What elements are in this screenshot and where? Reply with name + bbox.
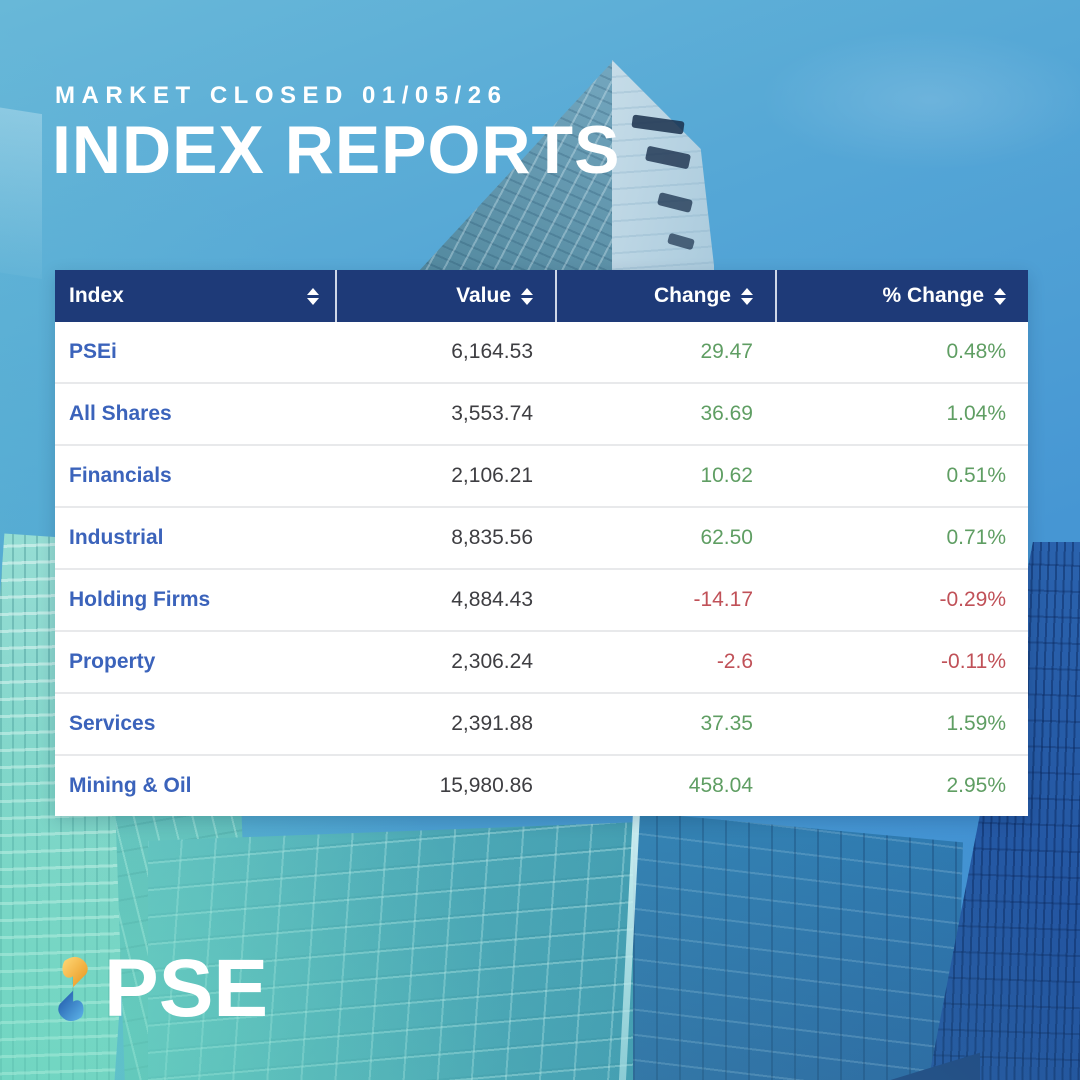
- table-row-psei: PSEi 6,164.53 29.47 0.48%: [55, 322, 1028, 382]
- index-pct-change: 0.48%: [946, 340, 1006, 363]
- index-name: Financials: [69, 464, 172, 487]
- sort-icon[interactable]: [741, 287, 753, 305]
- cloud: [760, 30, 1080, 170]
- index-change: -2.6: [716, 650, 753, 673]
- index-pct-change: -0.29%: [939, 588, 1006, 611]
- column-header-value-label: Value: [456, 284, 511, 307]
- table-row-mining-oil: Mining & Oil 15,980.86 458.04 2.95%: [55, 754, 1028, 816]
- index-value: 3,553.74: [451, 402, 533, 425]
- index-pct-change: 1.04%: [946, 402, 1006, 425]
- index-change: -14.17: [693, 588, 753, 611]
- index-change: 62.50: [700, 526, 753, 549]
- index-pct-change: 1.59%: [946, 712, 1006, 735]
- sort-icon[interactable]: [994, 287, 1006, 305]
- table-row-financials: Financials 2,106.21 10.62 0.51%: [55, 444, 1028, 506]
- index-name: Industrial: [69, 526, 164, 549]
- index-name: All Shares: [69, 402, 172, 425]
- glass-tower-right-face: [633, 811, 963, 1080]
- column-header-pct-change-label: % Change: [882, 284, 984, 307]
- index-value: 6,164.53: [451, 340, 533, 363]
- pse-logo-icon: [58, 956, 88, 1022]
- column-header-index[interactable]: Index: [55, 270, 335, 322]
- index-name: Services: [69, 712, 156, 735]
- table-row-industrial: Industrial 8,835.56 62.50 0.71%: [55, 506, 1028, 568]
- page-title: INDEX REPORTS: [52, 112, 621, 188]
- index-pct-change: 0.51%: [946, 464, 1006, 487]
- index-value: 15,980.86: [439, 774, 533, 797]
- column-header-index-label: Index: [69, 284, 124, 307]
- index-name: Holding Firms: [69, 588, 211, 611]
- index-change: 458.04: [688, 774, 753, 797]
- market-status-label: MARKET CLOSED 01/05/26: [55, 82, 508, 109]
- sort-icon[interactable]: [307, 287, 319, 305]
- index-value: 2,391.88: [451, 712, 533, 735]
- index-name: Mining & Oil: [69, 774, 192, 797]
- table-header-row: Index Value Change % Change: [55, 270, 1028, 322]
- glass-tower-left-face: [148, 822, 642, 1080]
- column-header-pct-change[interactable]: % Change: [775, 270, 1028, 322]
- table-row-holding-firms: Holding Firms 4,884.43 -14.17 -0.29%: [55, 568, 1028, 630]
- column-header-change[interactable]: Change: [555, 270, 775, 322]
- index-value: 8,835.56: [451, 526, 533, 549]
- index-change: 36.69: [700, 402, 753, 425]
- index-value: 4,884.43: [451, 588, 533, 611]
- index-value: 2,106.21: [451, 464, 533, 487]
- pse-logo: PSE: [56, 948, 268, 1030]
- index-table: Index Value Change % Change P: [55, 270, 1028, 816]
- pse-logo-text: PSE: [104, 943, 269, 1034]
- index-change: 10.62: [700, 464, 753, 487]
- index-name: PSEi: [69, 340, 117, 363]
- sort-icon[interactable]: [521, 287, 533, 305]
- column-header-value[interactable]: Value: [335, 270, 555, 322]
- table-row-property: Property 2,306.24 -2.6 -0.11%: [55, 630, 1028, 692]
- index-pct-change: 0.71%: [946, 526, 1006, 549]
- index-value: 2,306.24: [451, 650, 533, 673]
- table-row-services: Services 2,391.88 37.35 1.59%: [55, 692, 1028, 754]
- table-row-all-shares: All Shares 3,553.74 36.69 1.04%: [55, 382, 1028, 444]
- index-pct-change: 2.95%: [946, 774, 1006, 797]
- column-header-change-label: Change: [653, 284, 731, 307]
- index-change: 29.47: [700, 340, 753, 363]
- index-change: 37.35: [700, 712, 753, 735]
- index-pct-change: -0.11%: [941, 650, 1006, 673]
- index-name: Property: [69, 650, 156, 673]
- table-body: PSEi 6,164.53 29.47 0.48% All Shares 3,5…: [55, 322, 1028, 816]
